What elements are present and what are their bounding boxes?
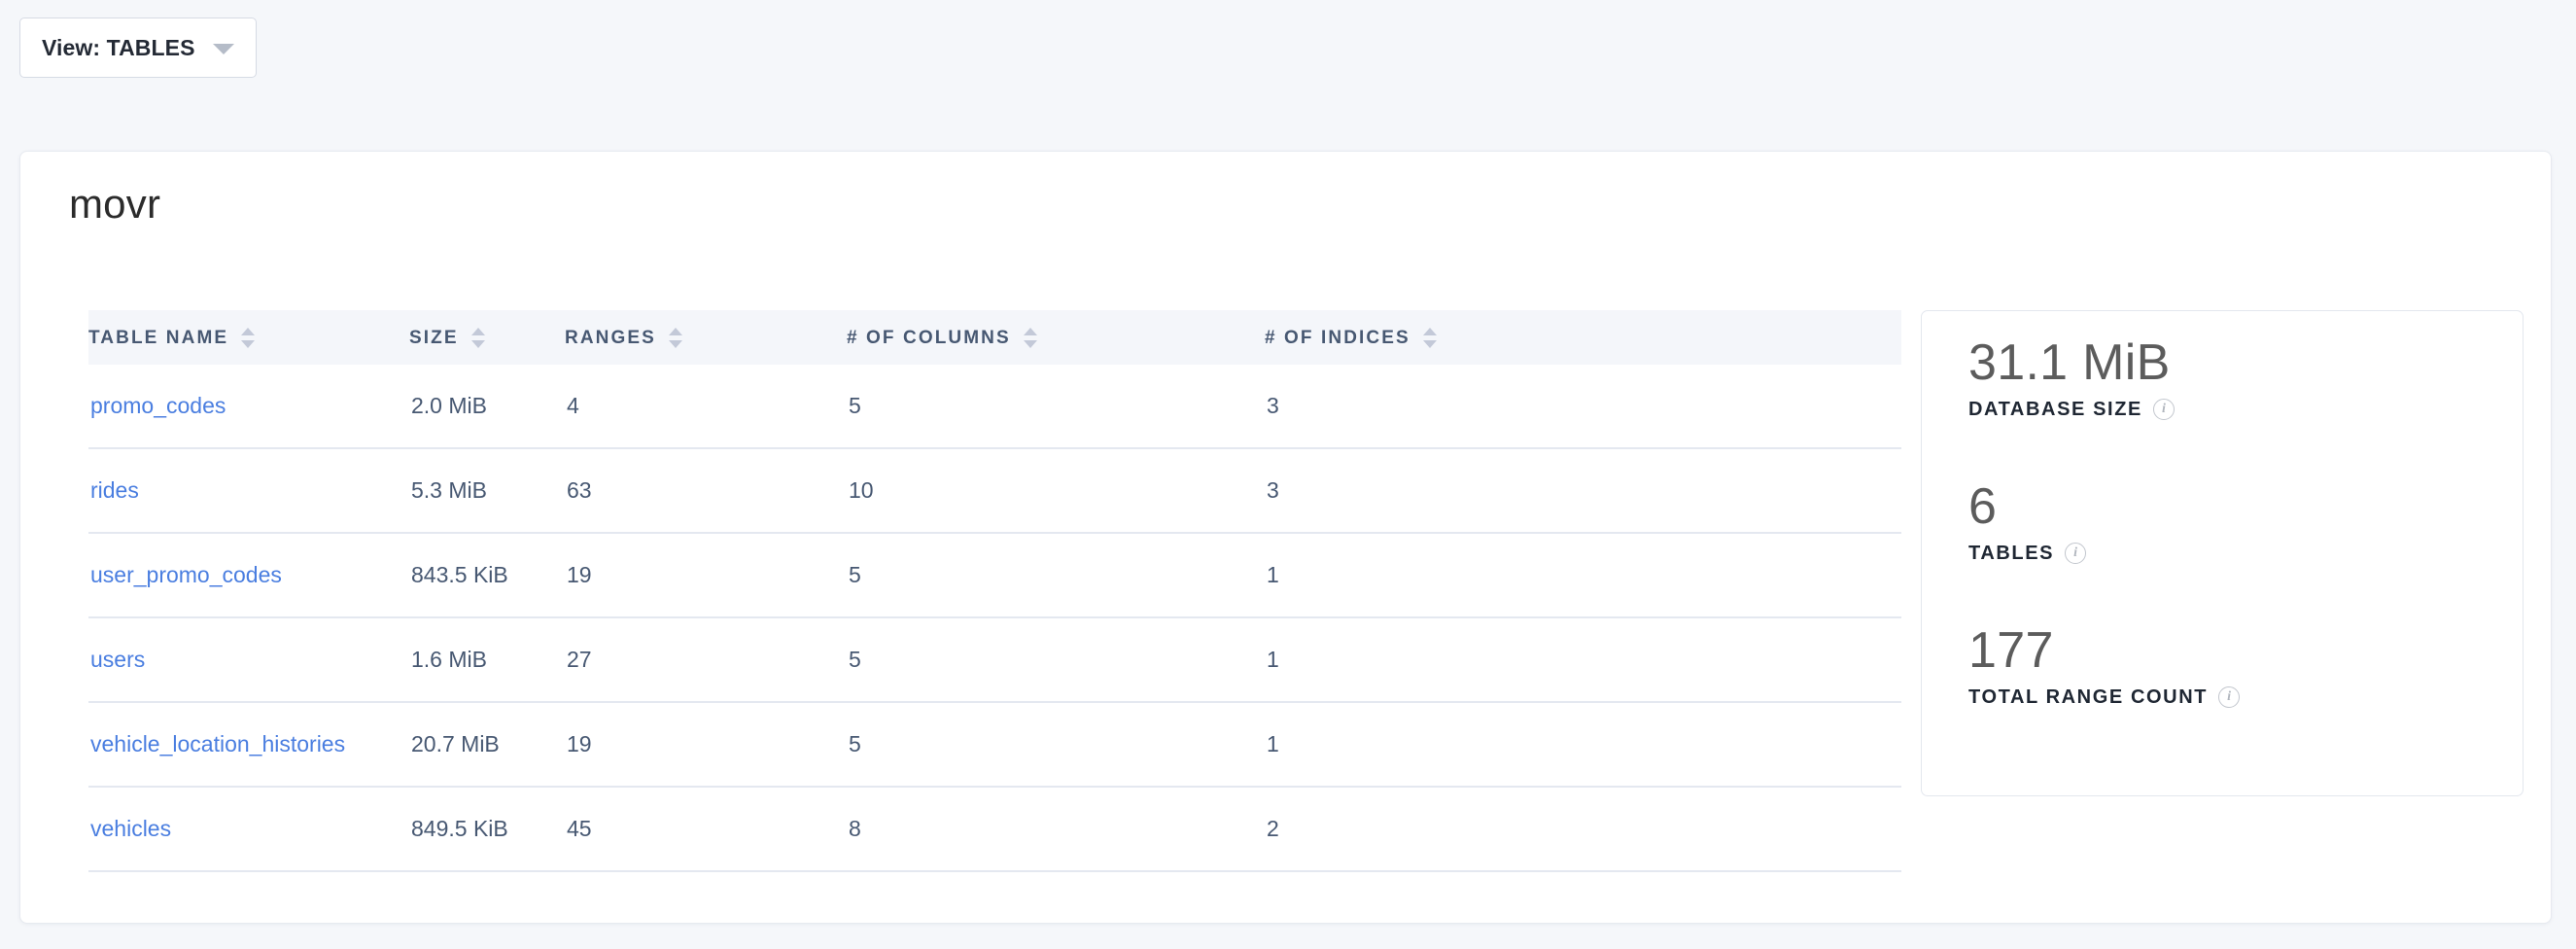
column-header-label: # OF COLUMNS — [847, 327, 1011, 348]
sort-toggle-icon[interactable] — [668, 327, 682, 348]
cell-indices: 3 — [1265, 365, 1901, 449]
table-row: vehicle_location_histories 20.7 MiB 19 5… — [88, 702, 1901, 788]
stat-label: TOTAL RANGE COUNT — [1968, 685, 2209, 708]
cell-table-name: vehicles — [88, 787, 409, 872]
cell-size: 843.5 KiB — [409, 533, 565, 618]
cell-ranges: 4 — [565, 365, 847, 449]
info-icon[interactable]: i — [2152, 399, 2175, 421]
stat-value: 6 — [1968, 478, 1998, 535]
column-header-table-name[interactable]: TABLE NAME — [88, 310, 409, 365]
stat-total-range-count: 177 TOTAL RANGE COUNT i — [1968, 622, 2241, 709]
info-icon[interactable]: i — [2065, 543, 2087, 565]
info-icon[interactable]: i — [2218, 686, 2241, 709]
column-header-ranges[interactable]: RANGES — [565, 310, 847, 365]
column-header-label: # OF INDICES — [1265, 327, 1410, 348]
cell-size: 2.0 MiB — [409, 365, 565, 449]
cell-size: 20.7 MiB — [409, 702, 565, 788]
table-row: user_promo_codes 843.5 KiB 19 5 1 — [88, 533, 1901, 618]
cell-ranges: 63 — [565, 448, 847, 534]
view-select-label: View: TABLES — [42, 34, 195, 60]
cell-table-name: promo_codes — [88, 365, 409, 449]
column-header-number-of-indices[interactable]: # OF INDICES — [1265, 310, 1901, 365]
cell-indices: 1 — [1265, 533, 1901, 618]
cell-columns: 5 — [847, 617, 1265, 703]
stat-label: DATABASE SIZE — [1968, 398, 2142, 420]
cell-ranges: 45 — [565, 787, 847, 872]
cell-columns: 5 — [847, 533, 1265, 618]
tables-table: TABLE NAME SIZE RANGES — [88, 310, 1901, 872]
stat-tables: 6 TABLES i — [1968, 478, 2087, 565]
column-header-label: RANGES — [565, 327, 656, 348]
table-link[interactable]: user_promo_codes — [90, 562, 282, 587]
tables-table-wrapper: TABLE NAME SIZE RANGES — [88, 310, 1901, 872]
cell-size: 849.5 KiB — [409, 787, 565, 872]
cell-ranges: 27 — [565, 617, 847, 703]
table-link[interactable]: promo_codes — [90, 393, 226, 418]
cell-indices: 3 — [1265, 448, 1901, 534]
cell-size: 1.6 MiB — [409, 617, 565, 703]
cell-indices: 2 — [1265, 787, 1901, 872]
database-details-card: movr TABLE NAME — [19, 151, 2552, 924]
sort-toggle-icon[interactable] — [241, 327, 256, 348]
stat-value: 31.1 MiB — [1968, 334, 2171, 391]
cell-indices: 1 — [1265, 617, 1901, 703]
cell-columns: 5 — [847, 702, 1265, 788]
cell-ranges: 19 — [565, 702, 847, 788]
stat-label: TABLES — [1968, 542, 2055, 564]
table-row: rides 5.3 MiB 63 10 3 — [88, 448, 1901, 534]
toolbar: View: TABLES — [19, 18, 257, 78]
cell-ranges: 19 — [565, 533, 847, 618]
column-header-label: TABLE NAME — [88, 327, 229, 348]
page-title: movr — [69, 181, 161, 227]
table-link[interactable]: users — [90, 647, 146, 672]
stat-database-size: 31.1 MiB DATABASE SIZE i — [1968, 336, 2175, 421]
cell-table-name: users — [88, 617, 409, 703]
cell-columns: 5 — [847, 365, 1265, 449]
sort-toggle-icon[interactable] — [1422, 327, 1437, 348]
table-body: promo_codes 2.0 MiB 4 5 3 rides 5.3 MiB … — [88, 365, 1901, 872]
table-link[interactable]: vehicles — [90, 816, 172, 841]
table-header-row: TABLE NAME SIZE RANGES — [88, 310, 1901, 365]
view-select-button[interactable]: View: TABLES — [19, 18, 257, 78]
chevron-down-icon — [212, 44, 234, 54]
cell-columns: 8 — [847, 787, 1265, 872]
cell-columns: 10 — [847, 448, 1265, 534]
sort-toggle-icon[interactable] — [1023, 327, 1037, 348]
table-row: promo_codes 2.0 MiB 4 5 3 — [88, 365, 1901, 449]
table-link[interactable]: rides — [90, 477, 139, 503]
table-row: users 1.6 MiB 27 5 1 — [88, 617, 1901, 703]
sort-toggle-icon[interactable] — [470, 327, 485, 348]
table-header: TABLE NAME SIZE RANGES — [88, 310, 1901, 365]
table-row: vehicles 849.5 KiB 45 8 2 — [88, 787, 1901, 872]
cell-size: 5.3 MiB — [409, 448, 565, 534]
column-header-number-of-columns[interactable]: # OF COLUMNS — [847, 310, 1265, 365]
cell-indices: 1 — [1265, 702, 1901, 788]
column-header-label: SIZE — [409, 327, 459, 348]
cell-table-name: user_promo_codes — [88, 533, 409, 618]
cell-table-name: vehicle_location_histories — [88, 702, 409, 788]
database-summary-card: 31.1 MiB DATABASE SIZE i 6 TABLES i 177 … — [1921, 310, 2524, 796]
table-link[interactable]: vehicle_location_histories — [90, 731, 346, 756]
stat-value: 177 — [1968, 622, 2054, 679]
column-header-size[interactable]: SIZE — [409, 310, 565, 365]
cell-table-name: rides — [88, 448, 409, 534]
